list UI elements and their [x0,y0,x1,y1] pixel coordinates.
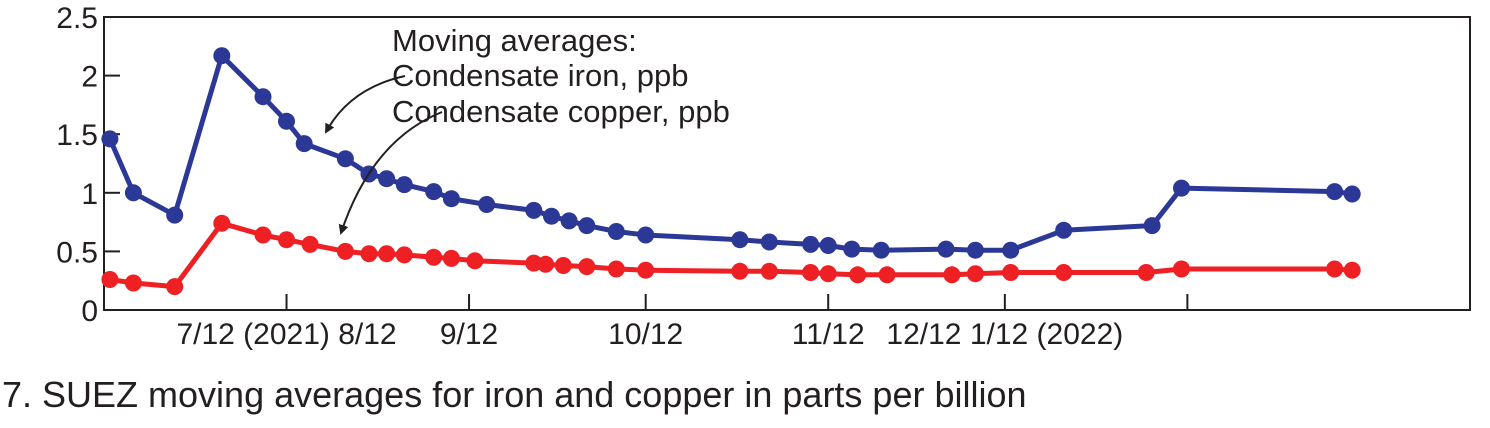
data-point [395,176,413,194]
y-tick-label: 0.5 [56,236,98,269]
data-point [802,264,820,281]
annotation-arrow-copper [338,111,443,235]
data-point [819,237,837,254]
data-point [1137,264,1155,281]
data-point [843,240,861,258]
series-1 [101,214,1361,296]
x-tick-label: 7/12 (2021) 8/12 [176,318,396,351]
annotation-line-1: Moving averages: [392,23,637,58]
data-point [966,241,984,259]
data-point [560,212,578,230]
data-point [943,266,961,284]
data-point [849,266,867,284]
data-point [1326,183,1344,201]
data-point [360,245,378,263]
data-point [537,255,555,273]
data-point [1055,221,1073,239]
data-point [525,201,543,219]
data-point [637,226,655,244]
data-point [442,249,460,267]
data-point [607,260,625,278]
annotation: Moving averages: Condensate iron, ppb Co… [325,23,730,235]
y-tick-label: 2 [81,61,98,94]
data-point [554,257,572,274]
data-point [731,262,749,280]
y-tick-label: 1.5 [56,119,98,152]
y-tick-label: 2.5 [56,2,98,35]
data-point [543,207,560,225]
data-point [1055,264,1073,281]
x-axis: 7/12 (2021) 8/12 9/12 10/12 11/12 12/12 1/12… [176,294,1189,351]
data-point [336,150,354,168]
data-point [301,235,319,253]
x-tick-label: 11/12 [792,318,865,351]
data-point [166,206,184,224]
data-point [254,226,272,244]
data-point [802,235,820,253]
data-point [166,278,184,296]
data-point [213,47,231,65]
chart: 0 0.5 1 1.5 2 2.5 7/12 (2021) 8/12 9/12 10/12 11… [56,2,1471,351]
data-point [966,265,984,283]
series-line [107,53,1353,253]
data-point [578,258,596,276]
data-point [378,170,396,188]
data-point [101,130,119,148]
figure-caption: 7. SUEZ moving averages for iron and cop… [2,374,1027,415]
annotation-arrow-iron [325,75,406,134]
y-tick-label: 0 [81,295,98,328]
data-point [1173,179,1190,197]
data-point [425,248,443,266]
data-point [101,271,119,288]
annotation-line-3: Condensate copper, ppb [392,94,730,129]
data-point [731,231,749,249]
data-point [124,274,142,292]
series-0 [101,47,1361,259]
plot-frame [103,16,1471,311]
data-point [637,261,655,279]
data-point [1002,264,1020,281]
data-point [1002,241,1020,259]
data-point [254,88,272,106]
data-point [1173,260,1190,278]
data-point [395,246,413,264]
y-axis: 0 0.5 1 1.5 2 2.5 [56,2,120,328]
series-layer [101,47,1361,296]
data-point [819,265,837,283]
data-point [442,190,460,208]
y-tick-label: 1 [81,178,98,211]
data-point [295,135,313,153]
data-point [607,223,625,240]
data-point [937,240,955,258]
data-point [760,262,778,280]
data-point [878,266,896,284]
data-point [378,245,396,263]
data-point [1343,185,1361,203]
data-point [124,184,142,202]
x-tick-label: 12/12 1/12 (2022) [886,318,1123,351]
annotation-line-2: Condensate iron, ppb [392,58,688,93]
data-point [466,252,484,270]
data-point [213,214,231,232]
x-tick-label: 9/12 [440,318,498,351]
data-point [1343,261,1361,279]
data-point [425,183,443,201]
data-point [1326,260,1344,278]
data-point [578,217,596,235]
data-point [336,242,354,260]
series-line [109,220,1353,290]
data-point [1143,217,1161,235]
x-tick-label: 10/12 [608,318,683,351]
data-point [278,112,295,130]
data-point [872,241,890,259]
data-point [278,231,295,249]
data-point [478,196,496,213]
data-point [760,233,778,251]
